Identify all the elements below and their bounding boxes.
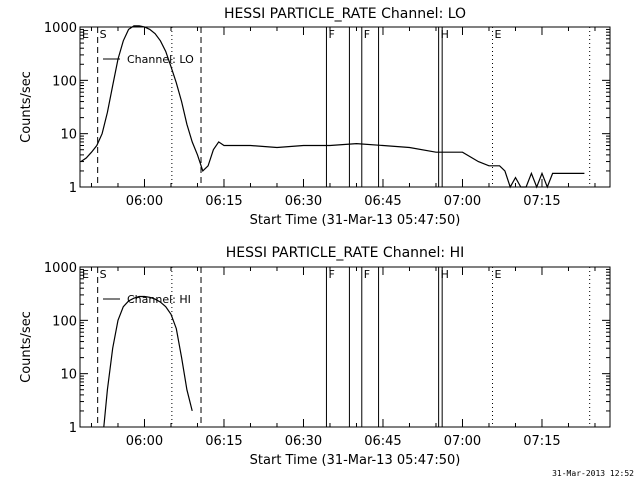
x-tick-label: 06:00 [126,434,163,449]
y-tick-label: 100 [52,74,77,89]
x-tick-label: 06:45 [364,194,401,209]
y-axis-label: Counts/sec [19,311,34,383]
event-marker-label: E [82,28,89,41]
chart-title: HESSI PARTICLE_RATE Channel: HI [226,245,464,261]
event-marker-label: S [100,28,107,41]
y-tick-label: 1 [69,181,77,196]
plot-timestamp: 31-Mar-2013 12:52 [552,469,634,478]
x-tick-label: 06:00 [126,194,163,209]
x-tick-label: 06:30 [285,434,322,449]
event-marker-label: F [328,28,334,41]
event-marker-label: E [495,28,502,41]
chart-title: HESSI PARTICLE_RATE Channel: LO [224,6,466,22]
y-axis-label: Counts/sec [19,71,34,143]
event-marker-label: H [441,268,449,281]
y-tick-label: 100 [52,314,77,329]
chart-panel-1: HESSI PARTICLE_RATE Channel: LO 1 10 100 100… [19,6,611,228]
y-tick-label: 1000 [44,261,77,276]
y-tick-label: 1000 [44,21,77,36]
x-tick-label: 06:15 [205,434,242,449]
x-tick-label: 07:00 [444,434,481,449]
series-line [80,25,585,189]
x-axis-label: Start Time (31-Mar-13 05:47:50) [250,453,461,468]
y-tick-label: 10 [60,368,77,383]
x-tick-label: 06:15 [205,194,242,209]
legend-label: Channel: LO [127,53,194,66]
series-line [103,295,193,428]
x-tick-label: 06:30 [285,194,322,209]
event-marker-label: S [100,268,107,281]
x-tick-label: 07:00 [444,194,481,209]
event-marker-label: F [328,268,334,281]
event-marker-label: E [495,268,502,281]
plot-frame [79,26,611,188]
event-marker-label: H [441,28,449,41]
plot-frame [79,266,611,428]
legend-label: Channel: HI [127,293,191,306]
event-marker-label: F [364,28,370,41]
x-tick-label: 07:15 [523,194,560,209]
y-tick-label: 1 [69,421,77,436]
event-marker-label: E [82,268,89,281]
x-axis-label: Start Time (31-Mar-13 05:47:50) [250,213,461,228]
chart-panel-2: HESSI PARTICLE_RATE Channel: HI 1 10 100 100… [19,245,611,468]
x-tick-label: 07:15 [523,434,560,449]
event-marker-label: F [364,268,370,281]
y-tick-label: 10 [60,128,77,143]
x-tick-label: 06:45 [364,434,401,449]
